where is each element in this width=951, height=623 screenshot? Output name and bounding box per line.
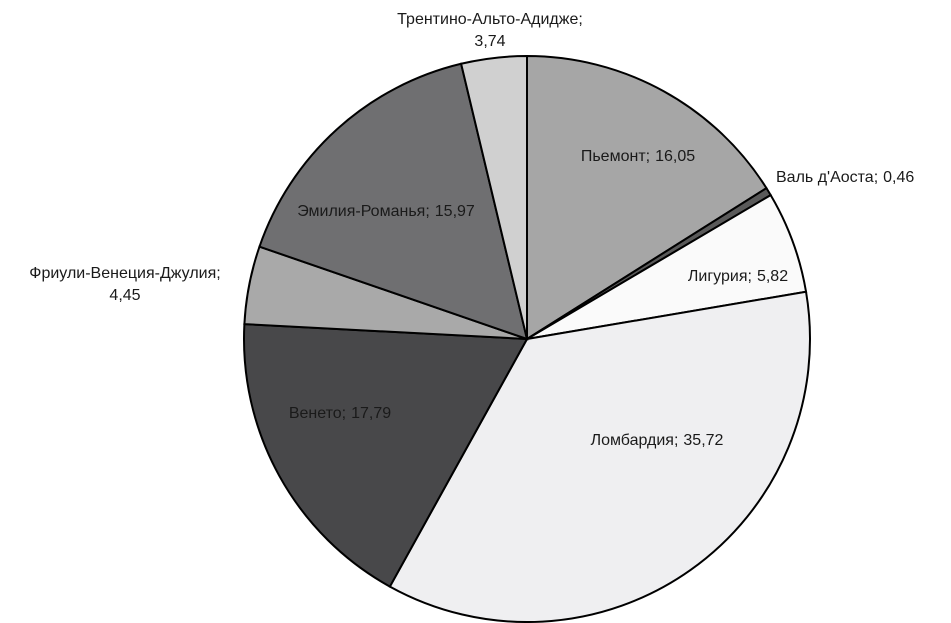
category-label: Лигурия;: [688, 268, 752, 285]
pie-slice: [526, 54, 768, 341]
slice-label: Пьемонт; 16,05: [581, 148, 695, 165]
category-label: Валь д'Аоста;: [776, 169, 878, 186]
pie-slice: [243, 323, 529, 588]
slice-label: Валь д'Аоста; 0,46: [776, 169, 914, 186]
category-label: Венето;: [289, 405, 346, 422]
slice-label: Лигурия; 5,82: [688, 268, 788, 285]
pie-slice: [258, 62, 529, 341]
value-label: 0,46: [883, 169, 914, 186]
pie-slice: [388, 290, 811, 623]
category-label: Фриули-Венеция-Джулия;: [29, 265, 220, 282]
slice-label: Трентино-Альто-Адидже; 3,74: [397, 11, 583, 50]
value-label: 16,05: [655, 148, 695, 165]
category-label: Эмилия-Романья;: [297, 203, 430, 220]
slice-label: Эмилия-Романья; 15,97: [297, 203, 475, 220]
category-label: Трентино-Альто-Адидже;: [397, 11, 583, 28]
category-label: Ломбардия;: [591, 432, 679, 449]
value-label: 17,79: [351, 405, 391, 422]
value-label: 5,82: [757, 268, 788, 285]
category-label: Пьемонт;: [581, 148, 650, 165]
slice-label: Фриули-Венеция-Джулия; 4,45: [29, 265, 220, 304]
value-label: 4,45: [109, 287, 140, 304]
value-label: 3,74: [474, 33, 505, 50]
slice-label: Венето; 17,79: [289, 405, 391, 422]
slice-label: Ломбардия; 35,72: [591, 432, 724, 449]
value-label: 15,97: [435, 203, 475, 220]
value-label: 35,72: [683, 432, 723, 449]
pie-slice: [459, 54, 528, 340]
